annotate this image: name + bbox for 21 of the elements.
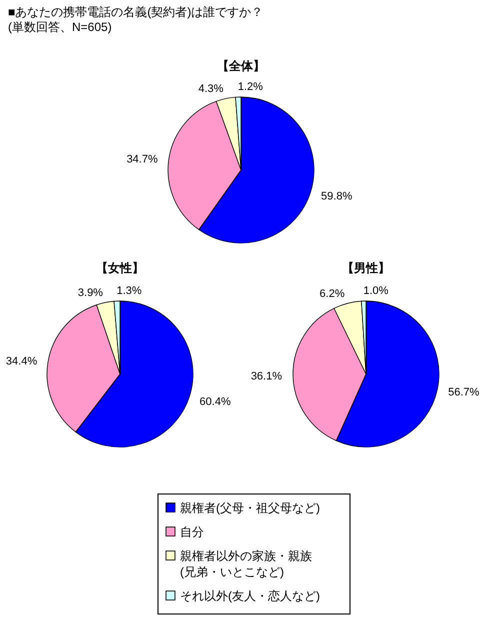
data-label: 59.8% bbox=[321, 190, 352, 202]
data-label: 34.4% bbox=[6, 355, 38, 368]
text: ■あなたの携帯電話の名義(契約者)は誰ですか？ bbox=[8, 5, 264, 19]
chart-title: 【男性】 bbox=[342, 261, 390, 275]
data-label: 1.3% bbox=[116, 285, 142, 298]
legend-label: それ以外(友人・恋人など) bbox=[180, 589, 320, 603]
chart-title: 【全体】 bbox=[217, 59, 265, 73]
legend-label: 親権者(父母・祖父母など) bbox=[180, 501, 320, 515]
data-label: 34.7% bbox=[126, 154, 158, 166]
data-label: 56.7% bbox=[448, 386, 480, 399]
data-label: 6.2% bbox=[320, 288, 345, 300]
legend-label: 親権者以外の家族・親族(兄弟・いとこなど) bbox=[180, 549, 312, 579]
data-label: 36.1% bbox=[250, 370, 282, 382]
legend-label: 自分 bbox=[180, 525, 204, 539]
chart-title: 【女性】 bbox=[96, 261, 144, 275]
text: (単数回答、N=605) bbox=[8, 20, 112, 34]
data-label: 60.4% bbox=[200, 396, 231, 408]
data-label: 3.9% bbox=[78, 286, 104, 299]
data-label: 1.2% bbox=[238, 81, 264, 94]
data-label: 1.0% bbox=[363, 285, 389, 298]
data-label: 4.3% bbox=[198, 82, 224, 95]
